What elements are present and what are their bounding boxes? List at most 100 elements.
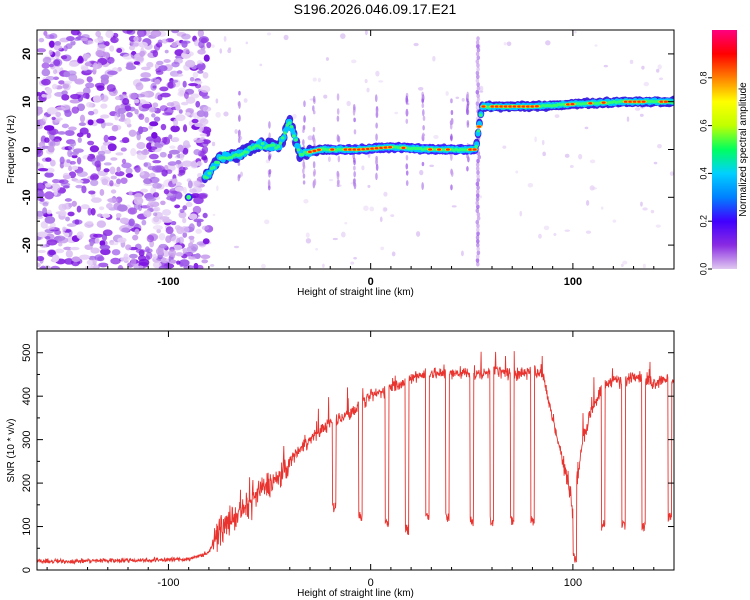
noise-speckle (171, 42, 178, 48)
noise-speckle (94, 38, 104, 44)
noise-speckle (629, 59, 634, 65)
noise-speckle (114, 112, 119, 121)
noise-speckle (115, 96, 121, 101)
noise-speckle (176, 260, 181, 265)
noise-speckle (83, 53, 91, 59)
noise-speckle (162, 209, 172, 216)
noise-speckle (54, 41, 62, 46)
noise-speckle (201, 259, 209, 264)
noise-speckle (37, 48, 47, 53)
impulse-column (475, 261, 480, 267)
noise-speckle (94, 160, 102, 168)
noise-speckle (86, 132, 91, 139)
noise-speckle (245, 41, 249, 45)
noise-speckle (192, 205, 202, 215)
noise-speckle (121, 137, 130, 144)
noise-speckle (89, 145, 100, 153)
impulse-column (475, 235, 480, 240)
noise-speckle (312, 77, 317, 82)
noise-speckle (542, 151, 546, 157)
noise-speckle (42, 56, 52, 64)
noise-speckle (95, 30, 102, 38)
signal-core (296, 148, 301, 152)
y-tick-label: 300 (21, 430, 33, 448)
signal-peak (508, 105, 513, 108)
noise-speckle (85, 82, 95, 89)
noise-speckle (152, 192, 160, 198)
signal-peak (437, 148, 442, 151)
noise-speckle (167, 161, 178, 166)
noise-speckle (107, 135, 117, 141)
noise-speckle (94, 237, 100, 244)
snr-frame (36, 330, 675, 571)
noise-speckle (519, 210, 523, 217)
signal-peak (659, 100, 664, 103)
noise-speckle (545, 40, 551, 46)
noise-speckle (634, 107, 641, 111)
signal-core (211, 165, 216, 170)
noise-speckle (158, 65, 168, 72)
noise-speckle (43, 30, 48, 36)
noise-speckle (445, 91, 449, 96)
noise-speckle (67, 211, 75, 217)
signal-core (300, 152, 305, 157)
x-tick-label: 0 (368, 276, 374, 288)
noise-speckle (125, 244, 132, 251)
noise-speckle (134, 228, 140, 235)
noise-speckle (103, 162, 112, 166)
noise-speckle (135, 249, 146, 254)
noise-speckle (390, 214, 395, 218)
noise-speckle (201, 139, 211, 145)
noise-speckle (394, 111, 399, 115)
signal-peak (356, 148, 361, 151)
noise-speckle (38, 37, 45, 43)
noise-speckle (188, 82, 199, 87)
noise-speckle (188, 256, 197, 260)
colorbar-label: Normalized spectral amplitude (738, 82, 749, 217)
signal-core (283, 131, 287, 135)
noise-streak (466, 103, 469, 110)
noise-speckle (210, 263, 215, 267)
noise-speckle (41, 62, 50, 69)
noise-speckle (350, 261, 355, 265)
noise-speckle (145, 197, 157, 202)
noise-speckle (134, 93, 146, 98)
noise-speckle (115, 152, 124, 156)
impulse-column (475, 238, 480, 244)
noise-speckle (181, 40, 188, 48)
noise-streak (336, 93, 340, 101)
noise-speckle (191, 118, 199, 124)
noise-speckle (100, 114, 110, 119)
noise-speckle (42, 115, 48, 122)
impulse-column (475, 74, 480, 80)
noise-speckle (626, 116, 630, 122)
noise-speckle (110, 257, 121, 265)
x-tick-label: 100 (564, 577, 582, 589)
noise-speckle (152, 182, 162, 189)
noise-speckle (366, 87, 370, 93)
impulse-column (476, 173, 480, 179)
noise-speckle (171, 178, 177, 185)
impulse-column (477, 154, 482, 160)
impulse-column (475, 59, 480, 64)
noise-streak (405, 180, 409, 187)
noise-speckle (71, 200, 77, 207)
noise-speckle (136, 132, 141, 141)
noise-speckle (167, 153, 173, 159)
noise-speckle (364, 79, 368, 84)
noise-speckle (158, 265, 168, 269)
noise-speckle (148, 106, 155, 113)
noise-speckle (303, 199, 309, 204)
signal-core (670, 100, 674, 104)
noise-streak (336, 115, 340, 122)
noise-speckle (534, 136, 537, 143)
noise-speckle (327, 156, 331, 163)
noise-speckle (37, 262, 41, 268)
noise-speckle (80, 37, 89, 42)
noise-speckle (158, 243, 168, 249)
noise-speckle (152, 102, 159, 108)
noise-speckle (122, 30, 133, 34)
noise-speckle (60, 104, 71, 110)
noise-speckle (163, 59, 171, 63)
